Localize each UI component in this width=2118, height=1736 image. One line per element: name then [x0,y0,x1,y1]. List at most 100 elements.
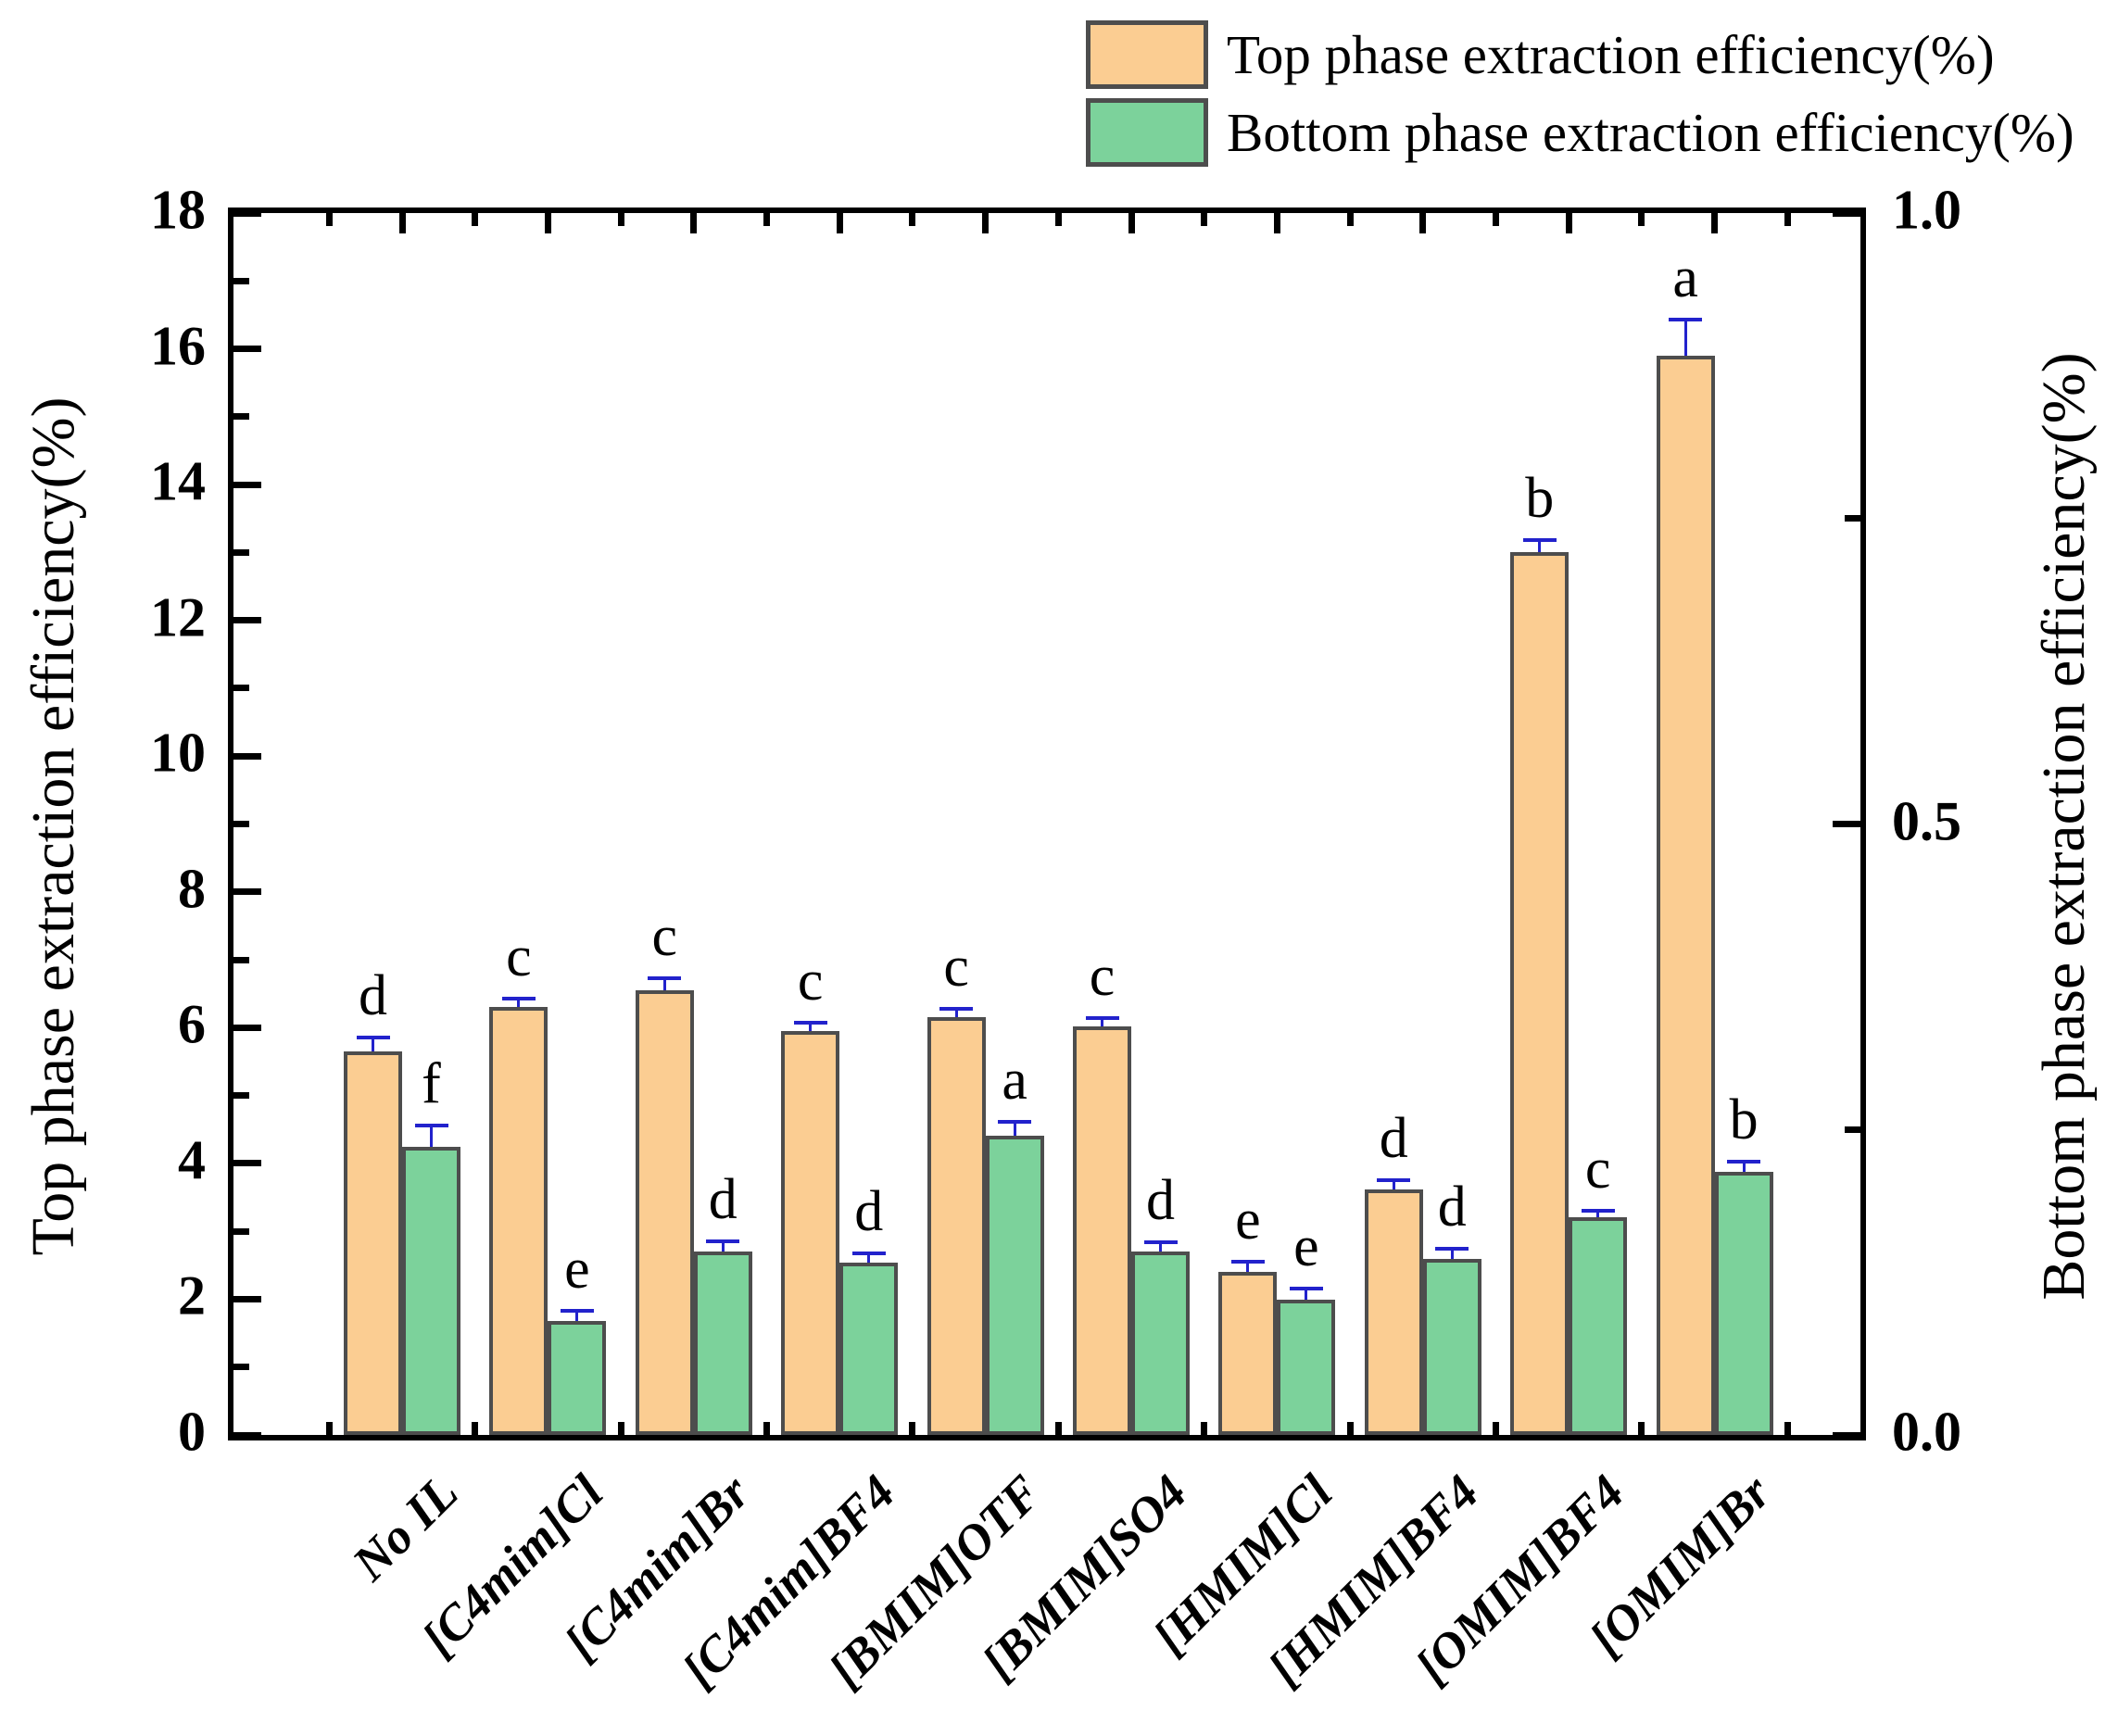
error-bar-cap [706,1239,740,1243]
sig-letter: e [1293,1215,1319,1279]
left-axis-tick-label: 0 [178,1401,206,1463]
error-bar-cap [1143,1240,1178,1245]
left-axis-minor-tick [233,548,249,556]
error-bar-cap [939,1007,974,1011]
top-axis-major-tick [982,213,990,233]
top-axis-major-tick [690,213,698,233]
error-bar-cap [356,1035,390,1039]
error-bar [662,980,666,991]
error-bar-cap [1435,1246,1469,1251]
left-axis-tick-label: 6 [178,994,206,1056]
top-axis-minor-tick [1054,213,1062,226]
bottom-axis-minor-tick [763,1422,770,1435]
left-axis-minor-tick [233,1364,249,1371]
bar-bottom-phase--c4mim-cl [548,1321,607,1435]
bottom-axis-minor-tick [1493,1422,1499,1435]
left-axis-minor-tick [233,413,249,421]
left-axis-tick-label: 14 [150,450,206,512]
bar-top-phase--bmim-otf [927,1017,986,1435]
left-axis-tick-label: 4 [178,1129,206,1191]
sig-letter: c [506,925,532,989]
top-axis-major-tick [398,213,406,233]
left-axis-tick-label: 10 [150,722,206,784]
error-bar [1246,1264,1250,1273]
sig-letter: b [1729,1088,1759,1152]
error-bar [1450,1250,1454,1260]
error-bar-cap [1377,1178,1411,1183]
left-axis-major-tick [233,888,261,896]
bottom-axis-minor-tick [1346,1422,1354,1435]
bar-bottom-phase--bmim-so4 [1131,1252,1190,1435]
bar-top-phase--omim-bf4 [1510,552,1570,1435]
left-axis-major-tick [233,481,261,488]
legend-swatch-top-phase [1086,20,1208,89]
right-axis-major-tick [1833,209,1860,217]
left-axis-major-tick [233,209,261,217]
legend-label-top-phase: Top phase extraction efficiency(%) [1227,23,1995,85]
sig-letter: c [1584,1137,1611,1201]
legend-item-bottom-phase: Bottom phase extraction efficiency(%) [1086,98,2074,167]
bar-top-phase--c4mim-br [635,990,694,1435]
bar-top-phase--c4mim-bf4 [781,1030,840,1435]
sig-letter: d [1379,1107,1408,1171]
top-axis-minor-tick [1638,213,1645,226]
left-axis-major-tick [233,346,261,353]
bar-bottom-phase--bmim-otf [985,1135,1044,1435]
top-axis-major-tick [836,213,843,233]
bar-bottom-phase--hmim-bf4 [1422,1259,1481,1435]
sig-letter: c [797,949,824,1013]
error-bar [1392,1182,1395,1189]
top-axis-minor-tick [617,213,624,226]
bar-bottom-phase--omim-br [1714,1172,1773,1435]
error-bar [1683,321,1687,356]
error-bar-cap [1289,1287,1323,1291]
left-axis-major-tick [233,1295,261,1302]
legend: Top phase extraction efficiency(%) Botto… [1086,20,2074,176]
bar-top-phase--omim-br [1656,355,1715,1435]
error-bar [1596,1212,1600,1218]
top-axis-major-tick [1419,213,1427,233]
bar-bottom-phase-no-il [402,1146,460,1435]
error-bar-cap [851,1252,886,1256]
error-bar [517,1000,521,1008]
error-bar-cap [1727,1160,1761,1164]
error-bar [1538,542,1542,553]
legend-swatch-bottom-phase [1086,98,1208,167]
bar-top-phase--hmim-cl [1218,1272,1278,1435]
left-axis-major-tick [233,752,261,760]
sig-letter: d [359,963,387,1027]
x-category-label-no-il: No IL [341,1464,469,1591]
sig-letter: b [1525,467,1555,531]
left-axis-tick-label: 12 [150,586,206,648]
left-axis-tick-label: 2 [178,1265,206,1327]
left-axis-major-tick [233,1431,261,1439]
bar-bottom-phase--c4mim-bf4 [839,1263,899,1435]
left-axis-tick-label: 18 [150,179,206,241]
left-axis-tick-label: 8 [178,858,206,920]
error-bar [1159,1244,1162,1252]
right-axis-tick-label: 1.0 [1892,179,1961,241]
bottom-axis-minor-tick [1201,1422,1208,1435]
top-axis-minor-tick [1346,213,1354,226]
bottom-axis-minor-tick [617,1422,624,1435]
bottom-axis-minor-tick [325,1422,333,1435]
top-axis-minor-tick [1784,213,1791,226]
error-bar-cap [1085,1015,1119,1020]
right-axis-tick-label: 0.0 [1892,1401,1961,1463]
error-bar [1013,1123,1016,1136]
sig-letter: d [1437,1175,1467,1239]
right-axis-major-tick [1833,821,1860,827]
left-axis-major-tick [233,1160,261,1167]
error-bar-cap [1522,538,1557,543]
error-bar-cap [648,976,682,981]
top-axis-major-tick [544,213,551,233]
legend-item-top-phase: Top phase extraction efficiency(%) [1086,20,2074,89]
left-axis-minor-tick [233,821,249,827]
top-axis-minor-tick [325,213,333,226]
bottom-axis-minor-tick [1054,1422,1062,1435]
error-bar [867,1255,871,1263]
sig-letter: e [564,1238,590,1302]
sig-letter: d [854,1180,884,1244]
left-axis-major-tick [233,1024,261,1031]
error-bar-cap [501,997,536,1001]
